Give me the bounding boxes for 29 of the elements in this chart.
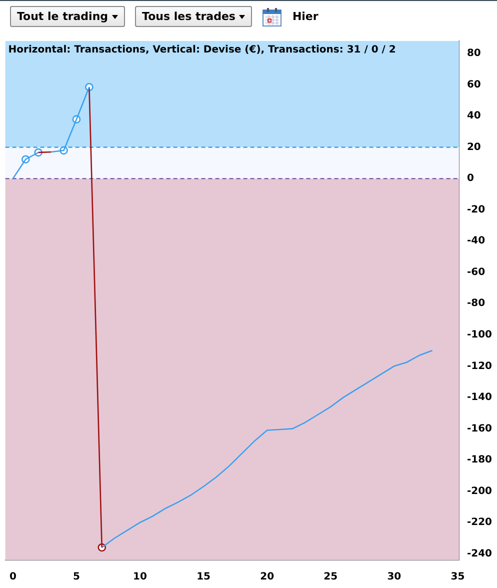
x-tick-label: 30: [387, 572, 402, 583]
y-tick-label: -220: [466, 517, 492, 528]
x-tick-label: 10: [133, 572, 147, 583]
y-tick-label: -160: [466, 423, 492, 434]
y-tick-label: -40: [466, 236, 486, 247]
x-tick-label: 0: [9, 572, 16, 583]
y-tick-label: 60: [466, 79, 481, 90]
y-tick-label: -240: [466, 548, 492, 560]
y-tick-label: -200: [466, 486, 492, 497]
y-tick-label: 0: [466, 173, 474, 184]
y-tick-label: 80: [466, 48, 481, 60]
x-tick-label: 35: [450, 572, 465, 583]
y-tick-label: -120: [466, 360, 492, 372]
y-tick-label: -180: [466, 454, 492, 466]
text: Hier: [292, 10, 318, 23]
text: Tout le trading: [17, 10, 108, 23]
x-tick-label: 5: [72, 572, 80, 583]
x-tick-label: 25: [324, 572, 338, 583]
y-tick-label: 40: [466, 110, 481, 122]
chart-title: Horizontal: Transactions, Vertical: Devise (€), Transactions: 31 / 0 / 2: [8, 44, 396, 56]
y-tick-label: -60: [466, 266, 486, 278]
text: Tous les trades: [142, 10, 236, 23]
x-tick-label: 15: [196, 572, 211, 583]
y-tick-label: -20: [466, 204, 486, 216]
y-tick-label: -80: [466, 298, 486, 310]
x-tick-label: 20: [260, 572, 274, 583]
y-tick-label: -140: [466, 392, 492, 404]
y-tick-label: 20: [466, 142, 481, 153]
y-tick-label: -100: [466, 329, 492, 340]
